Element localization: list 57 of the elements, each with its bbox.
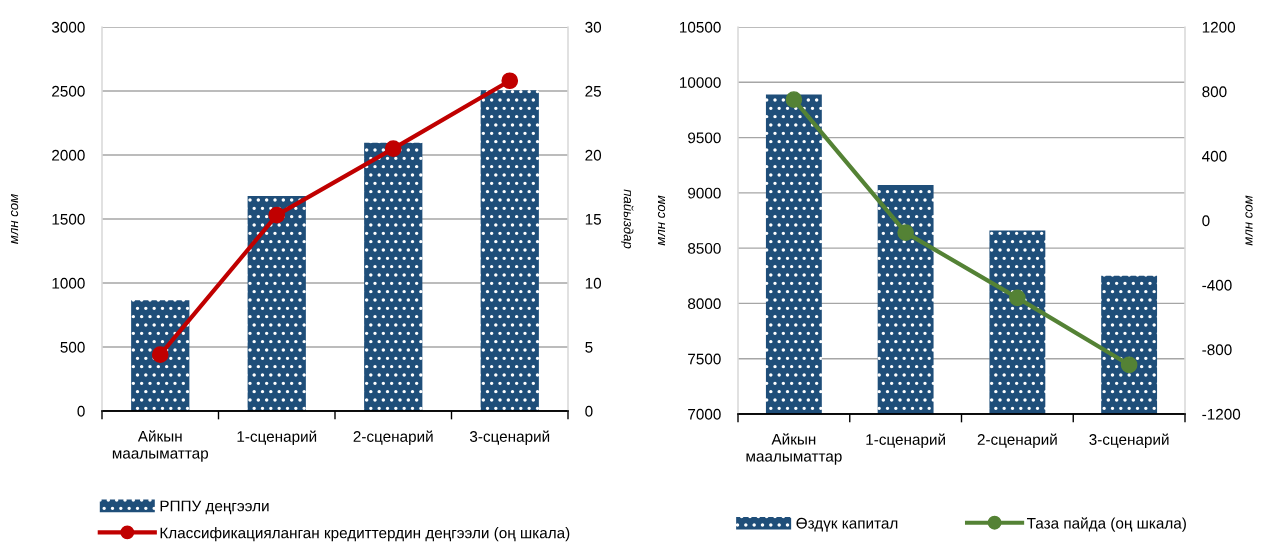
y-tick-label: 8500	[688, 243, 721, 254]
bar	[131, 300, 190, 411]
x-tick-label: 1-сценарий	[866, 433, 945, 448]
y2-tick-label: -400	[1202, 279, 1232, 291]
x-tick-label: 3-сценарий	[1089, 433, 1169, 448]
y2-tick-label: 800	[1202, 86, 1227, 98]
point	[151, 346, 169, 364]
y-tick-label: 1000	[52, 277, 85, 289]
bar	[364, 142, 423, 411]
y2-tick-label: -1200	[1202, 408, 1241, 420]
y-axis-title: млн сом	[657, 195, 666, 246]
y-tick-label: 500	[60, 341, 85, 353]
y-tick-label: 1500	[52, 213, 85, 225]
y2-tick-label: 0	[585, 405, 593, 417]
y-tick-label: 9500	[688, 132, 721, 144]
y-tick-label: 3000	[51, 21, 85, 33]
y2-tick-label: 400	[1202, 150, 1227, 162]
point	[501, 72, 519, 90]
y-tick-label: 2000	[52, 149, 85, 161]
y-tick-label: 7000	[688, 408, 721, 420]
x-tick-label: Айкын маалыматтар	[112, 430, 209, 462]
legend-label: РППУ деңгээли	[160, 500, 269, 515]
legend-label: Өздүк капитал	[796, 517, 898, 532]
y-tick-label: 0	[77, 405, 85, 417]
point	[897, 224, 914, 241]
y-tick-label: 8000	[688, 298, 721, 310]
legend-label: Классификацияланган кредиттердин деңгээли (оң шкала)	[160, 527, 570, 542]
x-tick-label: 2-сценарий	[353, 430, 433, 445]
y-tick-label: 2500	[52, 85, 85, 97]
y-tick-label: 9000	[688, 187, 721, 199]
point	[384, 140, 402, 157]
y2-tick-label: 30	[585, 21, 602, 33]
y2-tick-label: 0	[1202, 215, 1210, 227]
y2-tick-label: -800	[1202, 344, 1232, 356]
x-tick-label: 1-сценарий	[237, 430, 317, 445]
y-tick-label: 10500	[680, 21, 721, 33]
y-axis-title: млн сом	[10, 194, 19, 244]
y2-tick-label: 10	[585, 277, 602, 289]
y2-axis-title: пайыздар	[621, 189, 634, 249]
y-tick-label: 10000	[680, 77, 721, 88]
y2-tick-label: 1200	[1202, 21, 1236, 33]
y-tick-label: 7500	[688, 353, 721, 365]
y2-tick-label: 15	[585, 214, 602, 225]
point	[785, 91, 803, 108]
x-tick-label: 3-сценарий	[469, 430, 550, 445]
y2-tick-label: 20	[585, 149, 602, 161]
x-tick-label: 2-сценарий	[977, 433, 1057, 448]
bar	[247, 195, 306, 411]
x-tick-label: Айкын маалыматтар	[746, 433, 842, 465]
point	[268, 206, 286, 224]
legend-label: Таза пайда (оң шкала)	[1026, 517, 1186, 532]
y2-tick-label: 25	[585, 85, 602, 97]
y2-axis-title: млн сом	[1245, 195, 1253, 246]
y2-tick-label: 5	[585, 342, 593, 353]
point	[1009, 289, 1026, 307]
point	[1120, 356, 1138, 374]
bar	[480, 90, 539, 411]
